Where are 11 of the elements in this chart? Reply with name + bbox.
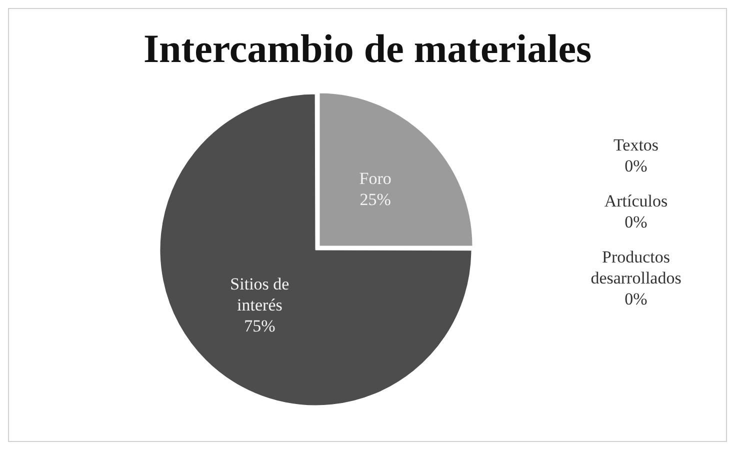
slice-label: Foro [359, 169, 392, 188]
text: 0% [624, 156, 648, 176]
category-label: Productos desarrollados [590, 247, 682, 288]
data-label: 75% [244, 316, 276, 336]
slice-label: Sitios de interés [230, 274, 290, 314]
chart-title: Intercambio de materiales [142, 25, 593, 73]
text: 0% [624, 289, 648, 308]
text: 0% [624, 212, 648, 232]
data-label: 25% [360, 190, 391, 210]
category-label: Textos [613, 135, 659, 154]
category-label: Artículos [604, 191, 668, 210]
